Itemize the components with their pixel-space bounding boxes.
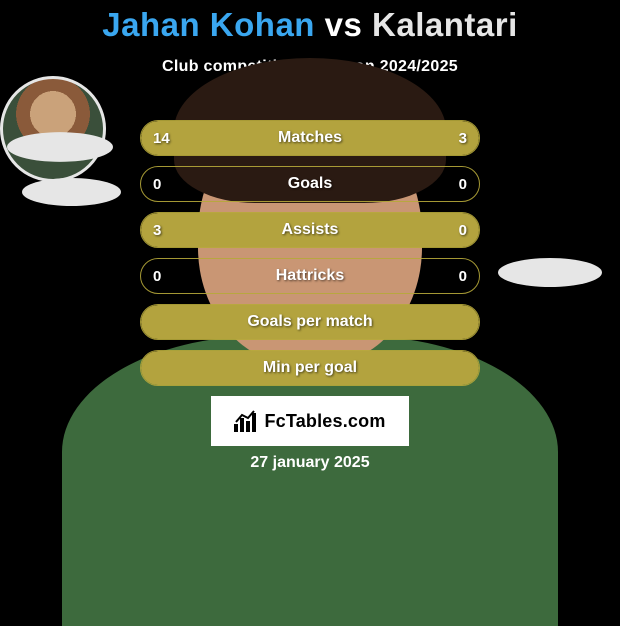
stats-panel: 143Matches 00Goals 30Assists 00Hattricks Goa… <box>140 120 480 396</box>
vs-text: vs <box>325 6 363 43</box>
stat-label: Min per goal <box>141 351 479 385</box>
player1-avatar <box>7 132 113 162</box>
player2-avatar <box>0 76 106 182</box>
player2-name: Kalantari <box>372 6 518 43</box>
page-title: Jahan Kohan vs Kalantari <box>0 0 620 44</box>
player1-name: Jahan Kohan <box>102 6 315 43</box>
fctables-logo[interactable]: FcTables.com <box>211 396 409 446</box>
stat-label: Hattricks <box>141 259 479 293</box>
chart-icon <box>234 410 258 432</box>
stat-label: Matches <box>141 121 479 155</box>
logo-text: FcTables.com <box>264 411 385 432</box>
stat-label: Goals per match <box>141 305 479 339</box>
stat-row: Goals per match <box>140 304 480 340</box>
date-text: 27 january 2025 <box>0 454 620 472</box>
stat-row: 143Matches <box>140 120 480 156</box>
stat-row: 00Hattricks <box>140 258 480 294</box>
player2-club-logo <box>498 258 602 287</box>
stat-row: Min per goal <box>140 350 480 386</box>
stat-row: 00Goals <box>140 166 480 202</box>
stat-row: 30Assists <box>140 212 480 248</box>
player1-club-logo <box>22 178 121 206</box>
stat-label: Assists <box>141 213 479 247</box>
stat-label: Goals <box>141 167 479 201</box>
